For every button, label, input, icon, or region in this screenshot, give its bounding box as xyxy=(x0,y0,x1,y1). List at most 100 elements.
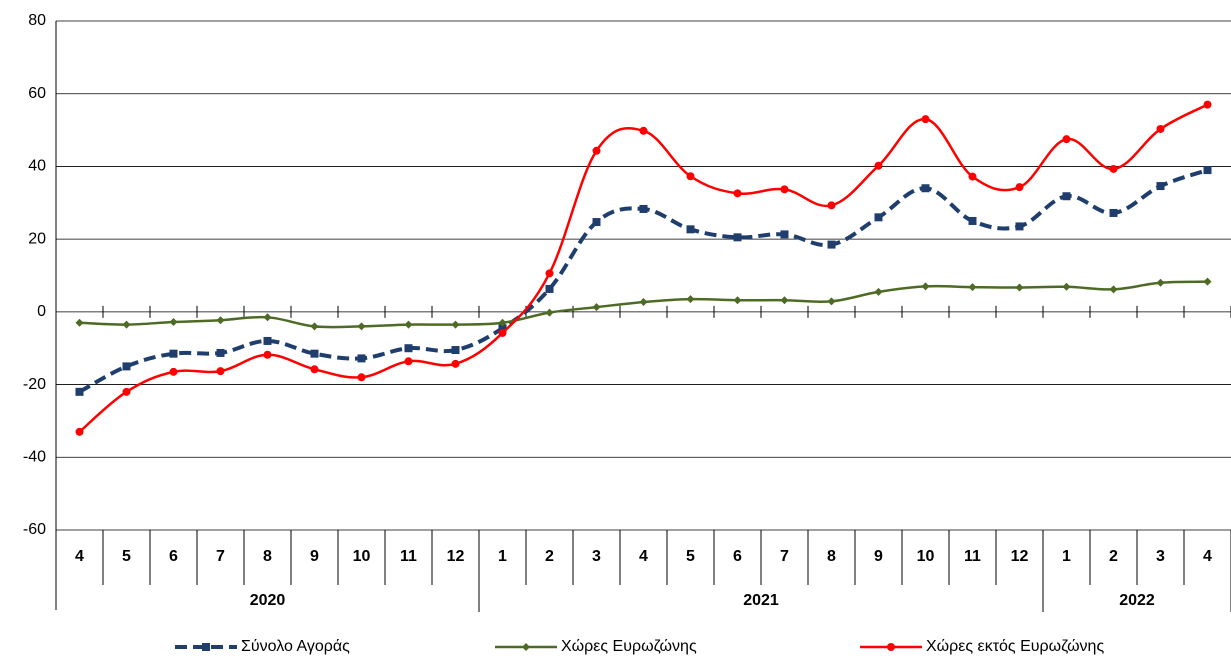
y-tick-label: 0 xyxy=(37,303,46,320)
x-tick-label: 4 xyxy=(75,548,84,565)
marker xyxy=(733,233,742,242)
marker xyxy=(1062,192,1071,201)
marker xyxy=(968,172,977,181)
marker xyxy=(686,225,695,234)
x-tick-label: 9 xyxy=(310,548,319,565)
marker xyxy=(780,296,789,305)
marker xyxy=(1062,282,1071,291)
x-tick-label: 7 xyxy=(216,548,225,565)
marker xyxy=(827,297,836,306)
x-tick-label: 7 xyxy=(780,548,789,565)
x-tick-label: 9 xyxy=(874,548,883,565)
marker xyxy=(1109,285,1118,294)
x-tick-label: 2 xyxy=(1109,548,1118,565)
marker xyxy=(357,354,366,363)
x-tick-label: 4 xyxy=(639,548,648,565)
marker xyxy=(592,303,601,312)
y-tick-label: 60 xyxy=(28,85,46,102)
legend-marker xyxy=(202,643,210,651)
marker xyxy=(639,204,648,213)
marker xyxy=(1203,100,1212,109)
marker xyxy=(968,216,977,225)
marker xyxy=(1156,278,1165,287)
x-tick-label: 5 xyxy=(686,548,695,565)
x-tick-label: 6 xyxy=(733,548,742,565)
marker xyxy=(1015,183,1024,192)
marker xyxy=(921,184,930,193)
marker xyxy=(592,146,601,155)
x-tick-label: 2 xyxy=(545,548,554,565)
marker xyxy=(968,283,977,292)
year-label: 2021 xyxy=(743,592,779,609)
marker xyxy=(592,218,601,227)
marker xyxy=(639,298,648,307)
y-tick-label: 20 xyxy=(28,230,46,247)
marker xyxy=(545,284,554,293)
y-tick-label: -40 xyxy=(23,449,46,466)
marker xyxy=(263,336,272,345)
marker xyxy=(921,282,930,291)
x-tick-label: 3 xyxy=(592,548,601,565)
legend-marker xyxy=(887,643,895,651)
marker xyxy=(310,349,319,358)
marker xyxy=(545,269,554,278)
marker xyxy=(921,115,930,124)
x-tick-label: 1 xyxy=(1062,548,1071,565)
y-tick-label: 40 xyxy=(28,158,46,175)
x-tick-label: 11 xyxy=(964,548,981,565)
y-tick-label: -60 xyxy=(23,521,46,538)
legend-label: Χώρες Ευρωζώνης xyxy=(561,638,697,655)
x-tick-label: 12 xyxy=(447,548,465,565)
year-label: 2020 xyxy=(250,592,286,609)
marker xyxy=(216,367,225,376)
marker xyxy=(357,373,366,382)
marker xyxy=(733,296,742,305)
marker xyxy=(75,387,84,396)
marker xyxy=(1109,164,1118,173)
marker xyxy=(545,308,554,317)
marker xyxy=(1015,222,1024,231)
marker xyxy=(874,287,883,296)
marker xyxy=(216,348,225,357)
marker xyxy=(874,213,883,222)
year-label: 2022 xyxy=(1119,592,1155,609)
marker xyxy=(75,318,84,327)
marker xyxy=(451,359,460,368)
marker xyxy=(498,324,507,333)
marker xyxy=(1015,283,1024,292)
marker xyxy=(498,318,507,327)
marker xyxy=(733,189,742,198)
marker xyxy=(1203,166,1212,175)
marker xyxy=(169,349,178,358)
marker xyxy=(686,295,695,304)
marker xyxy=(122,320,131,329)
series-line xyxy=(78,103,1209,433)
marker xyxy=(498,328,507,337)
marker xyxy=(780,230,789,239)
marker xyxy=(122,387,131,396)
marker xyxy=(404,344,413,353)
x-tick-label: 4 xyxy=(1203,548,1212,565)
marker xyxy=(216,316,225,325)
marker xyxy=(169,367,178,376)
marker xyxy=(827,201,836,210)
legend-label: Χώρες εκτός Ευρωζώνης xyxy=(926,638,1104,655)
marker xyxy=(263,313,272,322)
marker xyxy=(1109,208,1118,217)
marker xyxy=(75,427,84,436)
x-tick-label: 10 xyxy=(353,548,371,565)
marker xyxy=(1156,182,1165,191)
marker xyxy=(169,318,178,327)
marker xyxy=(404,357,413,366)
y-tick-label: 80 xyxy=(28,12,46,29)
marker xyxy=(780,185,789,194)
legend-marker xyxy=(522,643,530,651)
marker xyxy=(639,126,648,135)
marker xyxy=(1156,124,1165,133)
marker xyxy=(686,172,695,181)
x-tick-label: 6 xyxy=(169,548,178,565)
marker xyxy=(451,320,460,329)
marker xyxy=(310,365,319,374)
marker xyxy=(357,322,366,331)
